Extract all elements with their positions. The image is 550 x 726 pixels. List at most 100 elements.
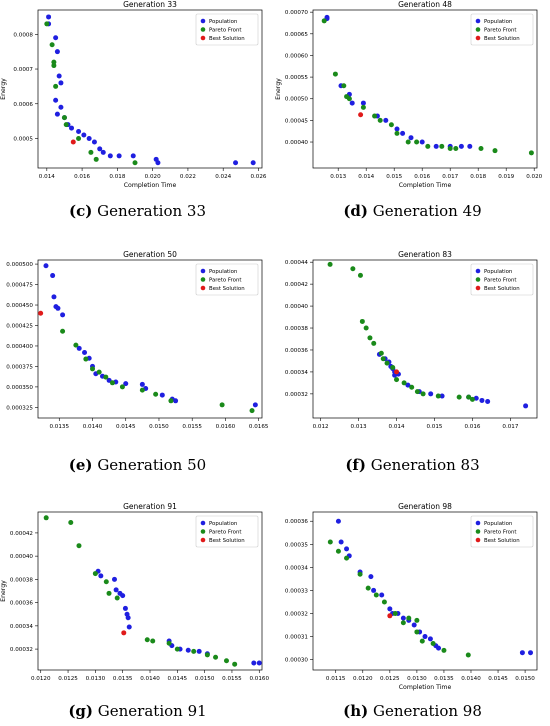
population-point	[69, 125, 75, 131]
pareto-point	[359, 318, 365, 324]
y-tick-label: 0.0006	[13, 102, 33, 108]
chart-panel: Generation 98 0.0115 0.0120 0.0125 0.0130 0.0…	[275, 502, 550, 691]
pareto-point	[400, 620, 406, 626]
y-tick-label: 0.00040	[285, 140, 309, 146]
legend-marker-pareto	[475, 529, 481, 534]
chart-title: Generation 33	[123, 0, 177, 9]
pareto-point	[90, 366, 96, 372]
population-point	[428, 391, 434, 397]
scatter-chart: Generation 91 0.0120 0.0125 0.0130 0.0135 0.0…	[0, 502, 269, 682]
legend-label-population: Population	[209, 269, 237, 275]
best-solution-point	[38, 310, 44, 316]
pareto-point	[392, 610, 398, 616]
caption-letter: (c)	[69, 202, 93, 220]
pareto-point	[384, 360, 390, 366]
legend-box	[195, 515, 259, 548]
x-tick-label: 0.0135	[113, 676, 133, 682]
population-point	[335, 518, 341, 524]
legend-marker-population	[475, 18, 481, 24]
pareto-point	[76, 543, 82, 549]
x-tick-label: 0.0150	[149, 424, 169, 430]
x-tick-label: 0.0140	[83, 424, 103, 430]
caption-text: Generation 83	[370, 456, 480, 474]
pareto-point	[453, 146, 459, 152]
population-point	[126, 624, 132, 630]
y-tick-label: 0.000375	[6, 364, 33, 370]
y-tick-label: 0.00036	[285, 348, 309, 354]
population-point	[91, 139, 97, 145]
y-tick-label: 0.000400	[6, 344, 33, 350]
population-point	[458, 143, 464, 149]
x-tick-label: 0.014	[358, 174, 374, 180]
legend-marker-best	[200, 537, 206, 543]
population-point	[371, 587, 377, 593]
population-point	[411, 622, 417, 628]
pareto-point	[132, 160, 138, 166]
chart-title: Generation 50	[123, 250, 177, 259]
plot-frame	[312, 511, 538, 671]
x-tick-label: 0.0145	[116, 424, 136, 430]
population-point	[139, 381, 145, 387]
pareto-point	[388, 122, 394, 128]
pareto-point	[409, 384, 415, 390]
y-tick-label: 0.000350	[6, 385, 33, 391]
x-tick-label: 0.0115	[326, 676, 346, 682]
pareto-point	[372, 113, 378, 119]
population-point	[433, 143, 439, 149]
legend-label-population: Population	[484, 19, 512, 25]
best-solution-point	[70, 139, 76, 145]
y-tick-label: 0.000450	[6, 303, 33, 309]
population-point	[256, 660, 262, 666]
x-tick-label: 0.016	[464, 424, 480, 430]
pareto-point	[469, 396, 475, 402]
y-tick-label: 0.00040	[10, 554, 34, 560]
pareto-point	[357, 272, 363, 278]
pareto-point	[346, 96, 352, 102]
best-solution-point	[387, 613, 393, 619]
best-solution-point	[121, 630, 127, 636]
pareto-point	[425, 143, 431, 149]
caption-letter: (e)	[68, 456, 93, 474]
chart-title: Generation 48	[398, 0, 452, 9]
population-point	[436, 645, 442, 651]
x-tick-label: 0.020	[145, 174, 161, 180]
population-point	[51, 294, 57, 300]
population-point	[159, 392, 165, 398]
population-point	[46, 14, 52, 20]
pareto-point	[68, 519, 74, 525]
y-tick-label: 0.00034	[10, 624, 34, 630]
population-point	[98, 573, 104, 579]
y-tick-label: 0.00036	[10, 601, 34, 607]
x-axis-label: Completion Time	[124, 182, 177, 189]
population-point	[54, 111, 60, 117]
pareto-point	[465, 652, 471, 658]
legend-marker-population	[200, 520, 206, 526]
x-tick-label: 0.0125	[380, 676, 400, 682]
population-point	[155, 160, 161, 166]
x-tick-label: 0.0150	[515, 676, 535, 682]
population-point	[53, 35, 59, 41]
population-point	[55, 305, 61, 311]
caption-letter: (g)	[68, 702, 93, 720]
x-tick-label: 0.0120	[353, 676, 373, 682]
pareto-point	[109, 380, 115, 386]
population-point	[53, 97, 59, 103]
caption-letter: (d)	[343, 202, 368, 220]
pareto-point	[414, 629, 420, 635]
pareto-point	[83, 356, 89, 362]
pareto-point	[106, 590, 112, 596]
x-tick-label: 0.016	[74, 174, 90, 180]
pareto-point	[360, 104, 366, 110]
x-tick-label: 0.019	[498, 174, 514, 180]
pareto-point	[73, 342, 79, 348]
chart-title: Generation 98	[398, 502, 452, 511]
y-tick-label: 0.00070	[285, 10, 309, 16]
pareto-point	[414, 139, 420, 145]
legend-label-pareto: Pareto Front	[209, 530, 242, 536]
population-point	[54, 49, 60, 55]
y-tick-label: 0.00060	[285, 53, 309, 59]
x-tick-label: 0.0155	[182, 424, 202, 430]
pareto-point	[61, 115, 67, 121]
population-point	[338, 539, 344, 545]
